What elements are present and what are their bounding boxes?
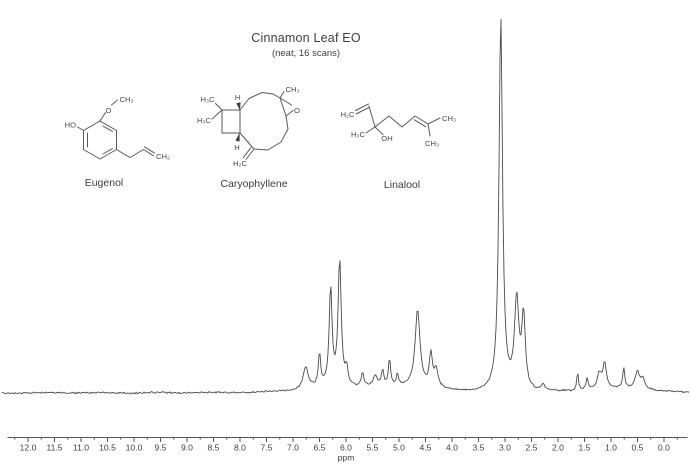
atom-label-h3c: H₃C bbox=[351, 130, 366, 139]
cyclobutane-ring bbox=[221, 109, 241, 134]
tick-label-8.5: 8.5 bbox=[208, 443, 220, 453]
spectrum-plot: 12.0 11.5 11.0 10.5 10.0 9.5 9.0 8.5 8.0 7.5 7.0 6.… bbox=[1, 19, 690, 463]
tick-label-10.0: 10.0 bbox=[126, 443, 143, 453]
molecule-eugenol: HO O CH₃ CH₂ Eugenol bbox=[65, 95, 170, 189]
aromatic-inner-bonds bbox=[87, 125, 113, 155]
tick-label-2.5: 2.5 bbox=[526, 443, 538, 453]
methoxy-bonds bbox=[99, 99, 118, 122]
tick-label-11.0: 11.0 bbox=[73, 443, 89, 453]
tick-label-8.0: 8.0 bbox=[234, 443, 246, 453]
hydroxyl-bond bbox=[77, 126, 84, 131]
tick-label-10.5: 10.5 bbox=[99, 443, 116, 453]
atom-label-me-top: H₃C bbox=[200, 95, 215, 104]
tick-label-7.5: 7.5 bbox=[261, 443, 273, 453]
atom-label-me-right: CH₃ bbox=[442, 114, 456, 123]
tick-label-4.0: 4.0 bbox=[446, 443, 458, 453]
atom-label-h-top: H bbox=[235, 93, 240, 102]
atom-label-methylene: H₂C bbox=[233, 159, 247, 168]
figure-title: Cinnamon Leaf EO bbox=[251, 31, 361, 45]
molecule-name-eugenol: Eugenol bbox=[85, 177, 124, 189]
nine-membered-ring bbox=[239, 92, 289, 151]
atom-label-me-right: CH₃ bbox=[286, 85, 300, 94]
tick-label-0.5: 0.5 bbox=[632, 443, 644, 453]
exocyclic-methylene-bonds bbox=[242, 147, 255, 160]
allyl-chain bbox=[116, 146, 155, 158]
tick-label-6.5: 6.5 bbox=[314, 443, 326, 453]
figure-subtitle: (neat, 16 scans) bbox=[272, 48, 340, 59]
tick-label-12.0: 12.0 bbox=[20, 443, 37, 453]
benzene-ring bbox=[83, 120, 117, 160]
vinyl-double-bond bbox=[355, 103, 370, 115]
epoxide-bonds bbox=[279, 97, 294, 117]
tick-label-7.0: 7.0 bbox=[287, 443, 299, 453]
atom-label-epoxide-o: O bbox=[294, 106, 300, 115]
stereo-wedge-bottom bbox=[235, 132, 240, 142]
tick-label-9.5: 9.5 bbox=[155, 443, 167, 453]
atom-label-o: O bbox=[106, 106, 112, 115]
tick-label-3.5: 3.5 bbox=[473, 443, 485, 453]
molecule-linalool: H₂C H₃C OH CH₃ CH₃ Linalool bbox=[341, 103, 456, 191]
atom-label-me-bottom: CH₃ bbox=[425, 139, 439, 148]
x-axis-tick-labels: 12.0 11.5 11.0 10.5 10.0 9.5 9.0 8.5 8.0 7.5 7.0 6.… bbox=[20, 443, 671, 453]
molecule-name-linalool: Linalool bbox=[384, 179, 420, 191]
chain-bonds bbox=[368, 105, 429, 128]
atom-label-och3: CH₃ bbox=[120, 95, 134, 104]
atom-label-ch2: CH₂ bbox=[156, 152, 170, 161]
quaternary-bonds bbox=[365, 126, 384, 135]
atom-label-ho: HO bbox=[65, 121, 76, 130]
atom-label-me-left: H₃C bbox=[197, 116, 212, 125]
gem-dimethyl-bonds bbox=[211, 103, 223, 120]
tick-label-3.0: 3.0 bbox=[499, 443, 511, 453]
molecule-name-caryophyllene: Caryophyllene bbox=[220, 178, 287, 190]
tick-label-9.0: 9.0 bbox=[181, 443, 193, 453]
x-axis-unit-label: ppm bbox=[338, 453, 355, 463]
molecule-caryophyllene: H₃C H₃C H H O CH₃ H₂C Caryophyllene bbox=[197, 85, 300, 190]
tick-label-1.5: 1.5 bbox=[579, 443, 591, 453]
atom-label-oh: OH bbox=[381, 134, 392, 143]
tick-label-2.0: 2.0 bbox=[552, 443, 564, 453]
tick-label-1.0: 1.0 bbox=[605, 443, 617, 453]
stereo-wedge-top bbox=[236, 102, 241, 111]
atom-label-h-bottom: H bbox=[234, 143, 239, 152]
methyl-bond bbox=[279, 91, 285, 99]
tick-label-11.5: 11.5 bbox=[46, 443, 62, 453]
nmr-trace bbox=[1, 19, 690, 395]
prenyl-methyl-bonds bbox=[427, 117, 441, 137]
atom-label-h2c: H₂C bbox=[341, 110, 355, 119]
tick-label-6.0: 6.0 bbox=[340, 443, 352, 453]
tick-label-5.0: 5.0 bbox=[393, 443, 405, 453]
tick-label-4.5: 4.5 bbox=[420, 443, 432, 453]
tick-label-0.0: 0.0 bbox=[658, 443, 670, 453]
tick-label-5.5: 5.5 bbox=[367, 443, 379, 453]
x-axis-ticks bbox=[14, 437, 678, 442]
